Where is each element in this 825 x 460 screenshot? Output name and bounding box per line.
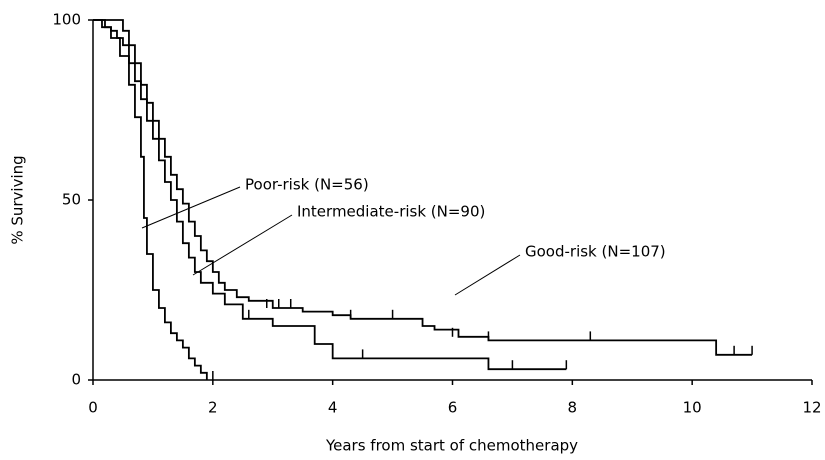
series-label: Good-risk (N=107) [525,243,666,261]
series-label: Intermediate-risk (N=90) [297,203,485,221]
leader-line [192,214,293,276]
x-tick-label: 8 [568,399,578,417]
x-tick-label: 6 [448,399,458,417]
series-label: Poor-risk (N=56) [245,176,369,194]
y-tick-label: 0 [71,371,81,389]
x-tick-label: 4 [328,399,338,417]
survival-curve [93,19,567,371]
x-axis-label: Years from start of chemotherapy [325,437,578,455]
x-tick-label: 12 [802,399,821,417]
x-tick-label: 2 [208,399,218,417]
leader-line [454,254,521,296]
y-tick-label: 100 [52,11,81,29]
y-axis-label: % Surviving [9,155,27,244]
y-tick-label: 50 [62,191,81,209]
x-tick-label: 0 [88,399,98,417]
leader-line [141,186,241,229]
survival-curve [93,19,208,380]
survival-curve [93,19,753,356]
x-tick-label: 10 [683,399,702,417]
